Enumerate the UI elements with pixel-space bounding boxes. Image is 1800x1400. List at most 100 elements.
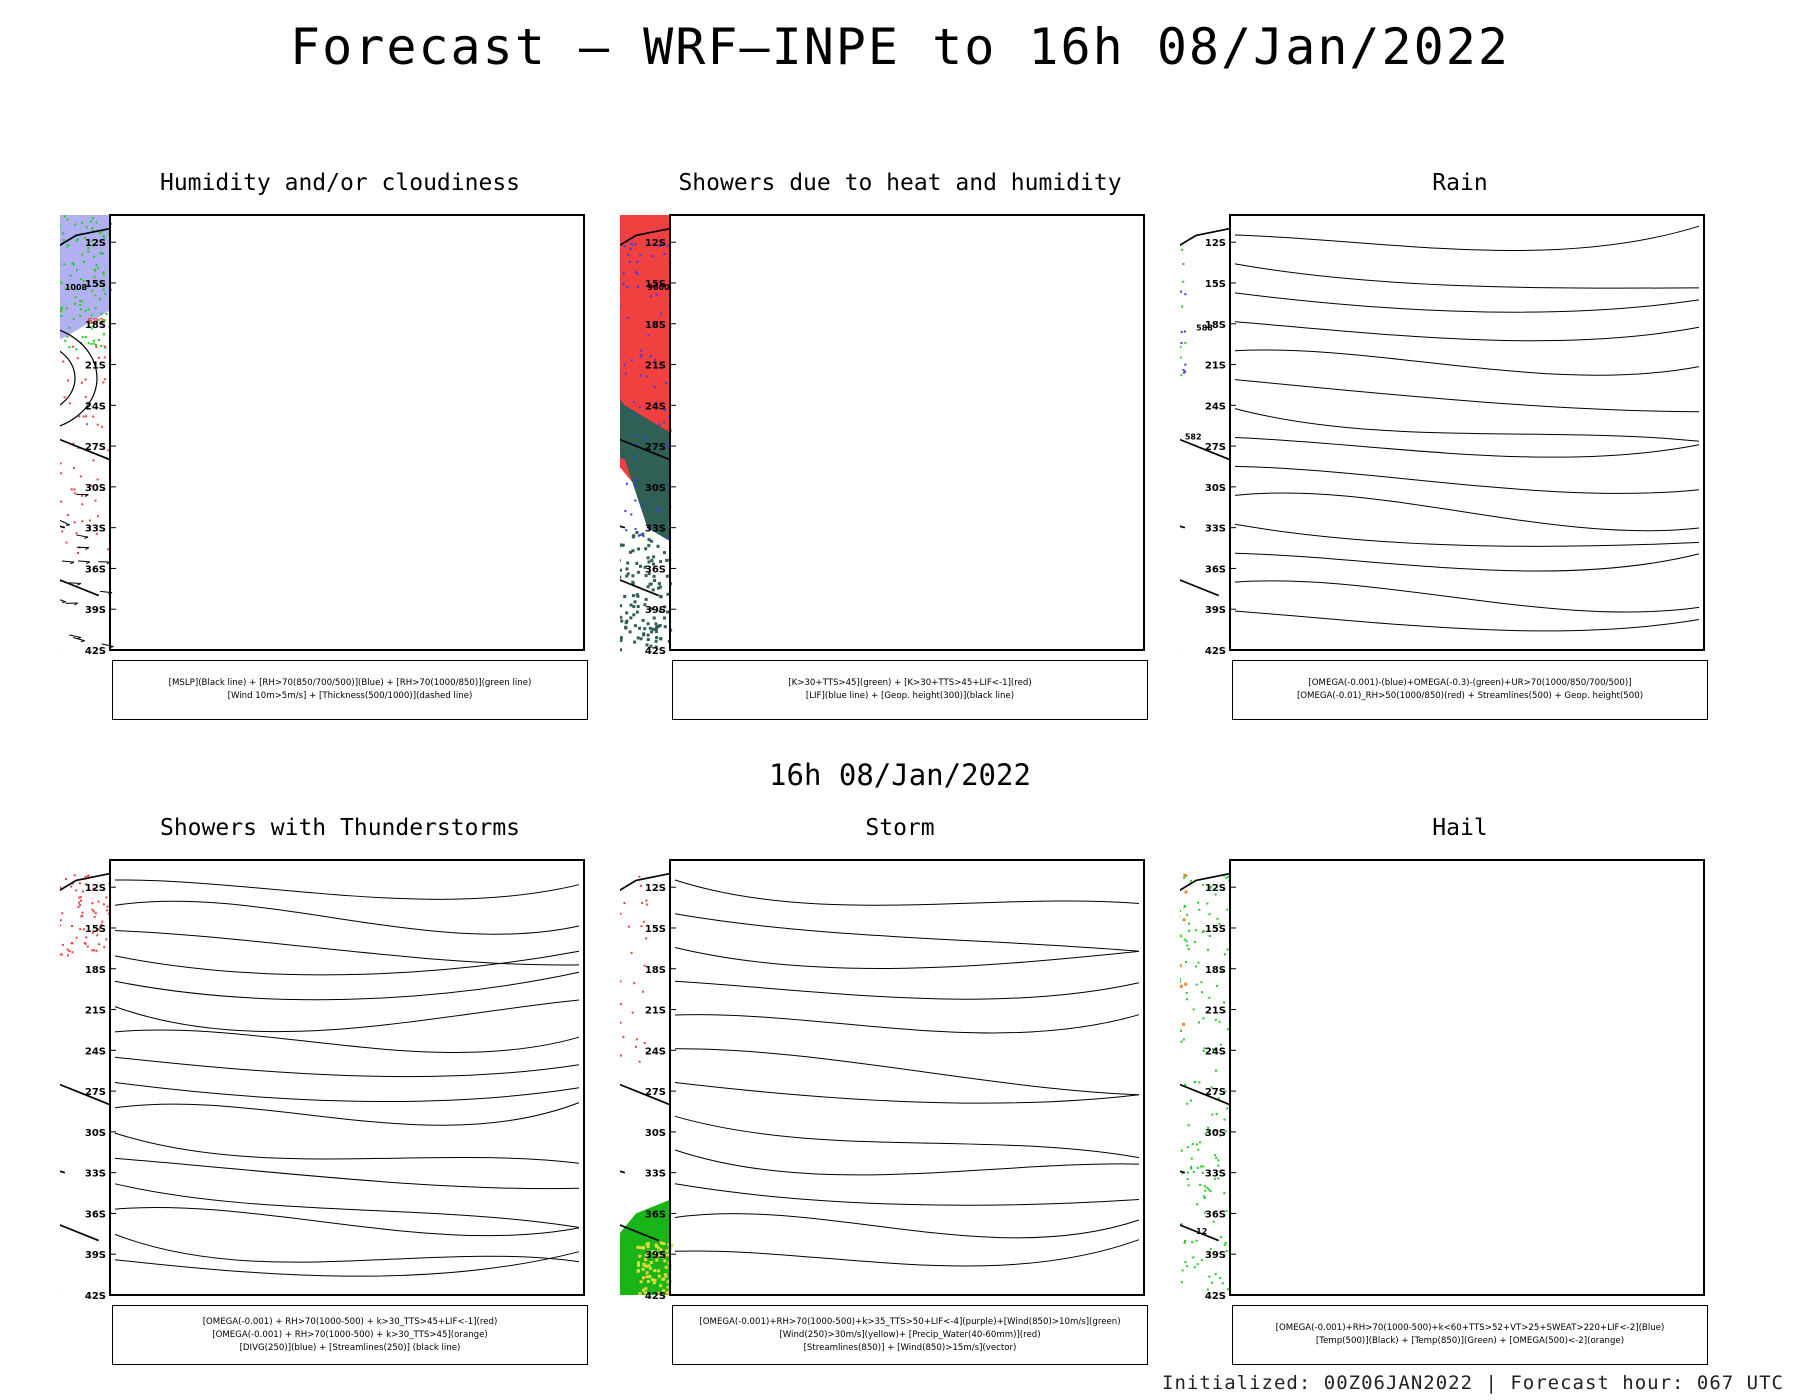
data-pixel	[75, 239, 78, 242]
data-pixel	[641, 532, 645, 536]
data-pixel	[648, 582, 652, 586]
data-pixel	[75, 936, 78, 939]
data-pixel	[103, 236, 106, 239]
data-pixel	[101, 920, 104, 923]
data-pixel	[646, 622, 650, 626]
data-pixel	[91, 227, 94, 230]
data-pixel	[646, 556, 650, 560]
data-pixel	[88, 325, 91, 328]
data-pixel	[60, 953, 62, 956]
data-pixel	[662, 531, 666, 535]
data-pixel	[623, 363, 626, 366]
panel-title: Rain	[1432, 170, 1488, 196]
wind-vector-head	[61, 601, 67, 604]
state-border	[60, 1083, 111, 1106]
data-pixel	[79, 896, 82, 899]
wind-vector	[76, 534, 89, 538]
lat-label: 33S	[85, 1169, 106, 1180]
lon-label: 70W	[98, 654, 123, 655]
data-pixel	[620, 303, 621, 306]
mslp-contour	[60, 329, 98, 427]
data-pixel	[642, 535, 645, 537]
streamline	[114, 1029, 580, 1054]
data-pixel	[96, 934, 99, 937]
data-pixel	[647, 560, 651, 564]
data-pixel	[1183, 371, 1185, 374]
data-pixel	[84, 942, 87, 945]
data-pixel	[92, 339, 95, 342]
data-pixel	[84, 883, 87, 886]
data-pixel	[654, 639, 658, 643]
data-pixel	[635, 531, 639, 534]
lon-label: 70W	[98, 1299, 123, 1300]
data-pixel	[97, 319, 100, 322]
data-pixel	[75, 889, 78, 892]
mslp-contour	[60, 350, 76, 406]
data-pixel	[81, 221, 83, 224]
data-pixel	[67, 954, 69, 957]
data-pixel	[64, 287, 67, 290]
data-pixel	[633, 600, 637, 604]
data-pixel	[625, 574, 629, 578]
map-frame	[109, 214, 585, 651]
streamline	[114, 971, 580, 1001]
data-pixel	[80, 915, 83, 918]
data-pixel	[654, 622, 658, 626]
data-pixel	[652, 616, 656, 620]
data-pixel	[77, 906, 80, 909]
wind-vector	[77, 560, 90, 563]
data-pixel	[623, 245, 626, 248]
data-pixel	[631, 580, 635, 584]
streamline	[1234, 610, 1700, 632]
data-pixel	[67, 514, 70, 516]
data-pixel	[633, 401, 635, 403]
data-pixel	[86, 401, 89, 404]
data-pixel	[88, 519, 91, 522]
legend-line: [OMEGA(-0.001)-(blue)+OMEGA(-0.3)-(green…	[1308, 678, 1632, 688]
lat-label: 39S	[85, 605, 106, 616]
data-pixel	[620, 636, 623, 640]
data-pixel	[635, 561, 639, 565]
state-border	[620, 438, 671, 461]
data-pixel	[73, 467, 76, 470]
data-pixel	[102, 273, 105, 276]
data-pixel	[62, 232, 64, 235]
lat-label: 30S	[85, 483, 106, 494]
legend-rain: [OMEGA(-0.001)-(blue)+OMEGA(-0.3)-(green…	[1232, 660, 1708, 720]
data-pixel	[663, 605, 667, 609]
streamline	[1234, 523, 1700, 547]
data-pixel	[649, 644, 653, 648]
data-pixel	[79, 928, 82, 931]
data-pixel	[99, 252, 102, 255]
data-pixel	[93, 342, 96, 345]
wind-vector-head	[70, 561, 75, 565]
wind-vector	[101, 643, 114, 648]
data-pixel	[70, 885, 73, 888]
data-pixel	[660, 312, 662, 315]
data-pixel	[102, 903, 105, 906]
data-pixel	[61, 530, 64, 533]
data-pixel	[620, 639, 623, 642]
data-pixel	[95, 221, 98, 224]
data-pixel	[71, 345, 74, 348]
streamline	[114, 1056, 580, 1078]
data-pixel	[1180, 331, 1183, 333]
data-pixel	[1184, 341, 1187, 344]
lat-label: 21S	[645, 361, 666, 372]
data-pixel	[91, 289, 94, 292]
data-pixel	[639, 374, 642, 377]
data-pixel	[84, 875, 87, 878]
data-pixel	[634, 243, 637, 245]
data-pixel	[104, 346, 107, 349]
data-pixel	[634, 485, 637, 488]
data-pixel	[637, 286, 640, 288]
data-pixel	[626, 572, 630, 576]
data-pixel	[66, 245, 69, 248]
data-pixel	[639, 564, 642, 568]
data-pixel	[663, 616, 666, 620]
data-pixel	[73, 488, 76, 491]
wind-vector-head	[86, 561, 91, 564]
state-border	[60, 579, 100, 597]
data-pixel	[103, 356, 106, 359]
data-pixel	[92, 415, 95, 418]
